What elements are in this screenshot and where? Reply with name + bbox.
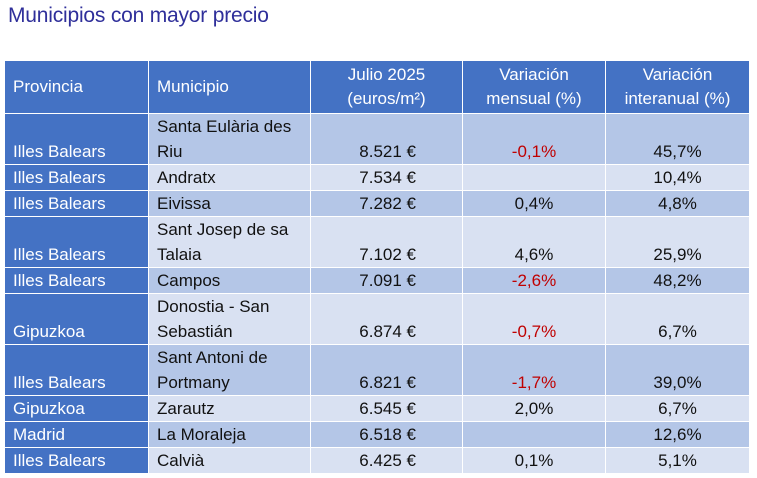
page-title: Municipios con mayor precio <box>8 4 269 27</box>
cell-variacion-interanual: 4,8% <box>605 190 750 217</box>
cell-provincia: Madrid <box>4 421 149 448</box>
table-row: Illes Balears Sant Josep de sa Talaia 7.1… <box>4 216 750 268</box>
municipio-line2: Sebastián <box>157 322 233 341</box>
cell-variacion-interanual: 45,7% <box>605 113 750 165</box>
cell-variacion-mensual: -0,1% <box>462 113 606 165</box>
cell-variacion-interanual: 25,9% <box>605 216 750 268</box>
cell-municipio: Calvià <box>148 447 311 474</box>
cell-provincia: Illes Balears <box>4 113 149 165</box>
cell-variacion-mensual: -1,7% <box>462 344 606 396</box>
cell-precio: 6.518 € <box>310 421 463 448</box>
cell-precio: 7.534 € <box>310 164 463 191</box>
cell-variacion-mensual <box>462 421 606 448</box>
cell-precio: 6.545 € <box>310 395 463 422</box>
cell-municipio: Sant Josep de sa Talaia <box>148 216 311 268</box>
table-row: Illes Balears Andratx 7.534 € 10,4% <box>4 164 750 191</box>
header-precio: Julio 2025 (euros/m²) <box>310 60 463 114</box>
table-row: Illes Balears Santa Eulària des Riu 8.521… <box>4 113 750 165</box>
cell-variacion-interanual: 5,1% <box>605 447 750 474</box>
municipio-line1: Sant Josep de sa <box>157 220 289 239</box>
municipios-table: Provincia Municipio Julio 2025 (euros/m²)… <box>4 60 750 474</box>
cell-variacion-interanual: 10,4% <box>605 164 750 191</box>
cell-precio: 7.091 € <box>310 267 463 294</box>
table-row: Illes Balears Eivissa 7.282 € 0,4% 4,8% <box>4 190 750 217</box>
cell-variacion-interanual: 48,2% <box>605 267 750 294</box>
cell-provincia: Gipuzkoa <box>4 395 149 422</box>
cell-variacion-mensual: -2,6% <box>462 267 606 294</box>
header-interanual-line2: interanual (%) <box>624 89 731 108</box>
header-interanual-line1: Variación <box>642 65 713 84</box>
cell-variacion-mensual <box>462 164 606 191</box>
cell-municipio: Santa Eulària des Riu <box>148 113 311 165</box>
table-row: Illes Balears Campos 7.091 € -2,6% 48,2% <box>4 267 750 294</box>
cell-municipio: Eivissa <box>148 190 311 217</box>
cell-municipio: Campos <box>148 267 311 294</box>
municipio-line2: Portmany <box>157 373 230 392</box>
header-variacion-interanual: Variación interanual (%) <box>605 60 750 114</box>
cell-provincia: Gipuzkoa <box>4 293 149 345</box>
cell-municipio: Donostia - San Sebastián <box>148 293 311 345</box>
cell-precio: 6.874 € <box>310 293 463 345</box>
header-municipio: Municipio <box>148 60 311 114</box>
table-row: Illes Balears Sant Antoni de Portmany 6.8… <box>4 344 750 396</box>
table-row: Madrid La Moraleja 6.518 € 12,6% <box>4 421 750 448</box>
cell-variacion-mensual: -0,7% <box>462 293 606 345</box>
cell-variacion-mensual: 0,1% <box>462 447 606 474</box>
municipio-line2: Riu <box>157 142 183 161</box>
cell-municipio: Sant Antoni de Portmany <box>148 344 311 396</box>
cell-municipio: Zarautz <box>148 395 311 422</box>
cell-precio: 6.821 € <box>310 344 463 396</box>
table-row: Gipuzkoa Donostia - San Sebastián 6.874 €… <box>4 293 750 345</box>
header-variacion-mensual: Variación mensual (%) <box>462 60 606 114</box>
table-row: Illes Balears Calvià 6.425 € 0,1% 5,1% <box>4 447 750 474</box>
cell-precio: 8.521 € <box>310 113 463 165</box>
header-precio-line1: Julio 2025 <box>347 65 426 84</box>
cell-variacion-interanual: 12,6% <box>605 421 750 448</box>
cell-variacion-mensual: 0,4% <box>462 190 606 217</box>
cell-municipio: Andratx <box>148 164 311 191</box>
cell-precio: 7.282 € <box>310 190 463 217</box>
table-row: Gipuzkoa Zarautz 6.545 € 2,0% 6,7% <box>4 395 750 422</box>
cell-provincia: Illes Balears <box>4 216 149 268</box>
cell-variacion-interanual: 6,7% <box>605 395 750 422</box>
municipio-line2: Talaia <box>157 245 202 264</box>
municipio-line1: Donostia - San <box>157 297 270 316</box>
cell-provincia: Illes Balears <box>4 190 149 217</box>
cell-variacion-mensual: 2,0% <box>462 395 606 422</box>
cell-provincia: Illes Balears <box>4 344 149 396</box>
header-mensual-line2: mensual (%) <box>486 89 582 108</box>
municipio-line1: Sant Antoni de <box>157 348 268 367</box>
cell-precio: 7.102 € <box>310 216 463 268</box>
cell-variacion-interanual: 39,0% <box>605 344 750 396</box>
cell-precio: 6.425 € <box>310 447 463 474</box>
municipio-line1: Santa Eulària des <box>157 117 292 136</box>
cell-provincia: Illes Balears <box>4 447 149 474</box>
header-provincia: Provincia <box>4 60 149 114</box>
cell-provincia: Illes Balears <box>4 164 149 191</box>
cell-municipio: La Moraleja <box>148 421 311 448</box>
cell-provincia: Illes Balears <box>4 267 149 294</box>
cell-variacion-interanual: 6,7% <box>605 293 750 345</box>
header-precio-line2: (euros/m²) <box>347 89 426 108</box>
header-mensual-line1: Variación <box>499 65 569 84</box>
table-header-row: Provincia Municipio Julio 2025 (euros/m²)… <box>4 60 750 114</box>
cell-variacion-mensual: 4,6% <box>462 216 606 268</box>
